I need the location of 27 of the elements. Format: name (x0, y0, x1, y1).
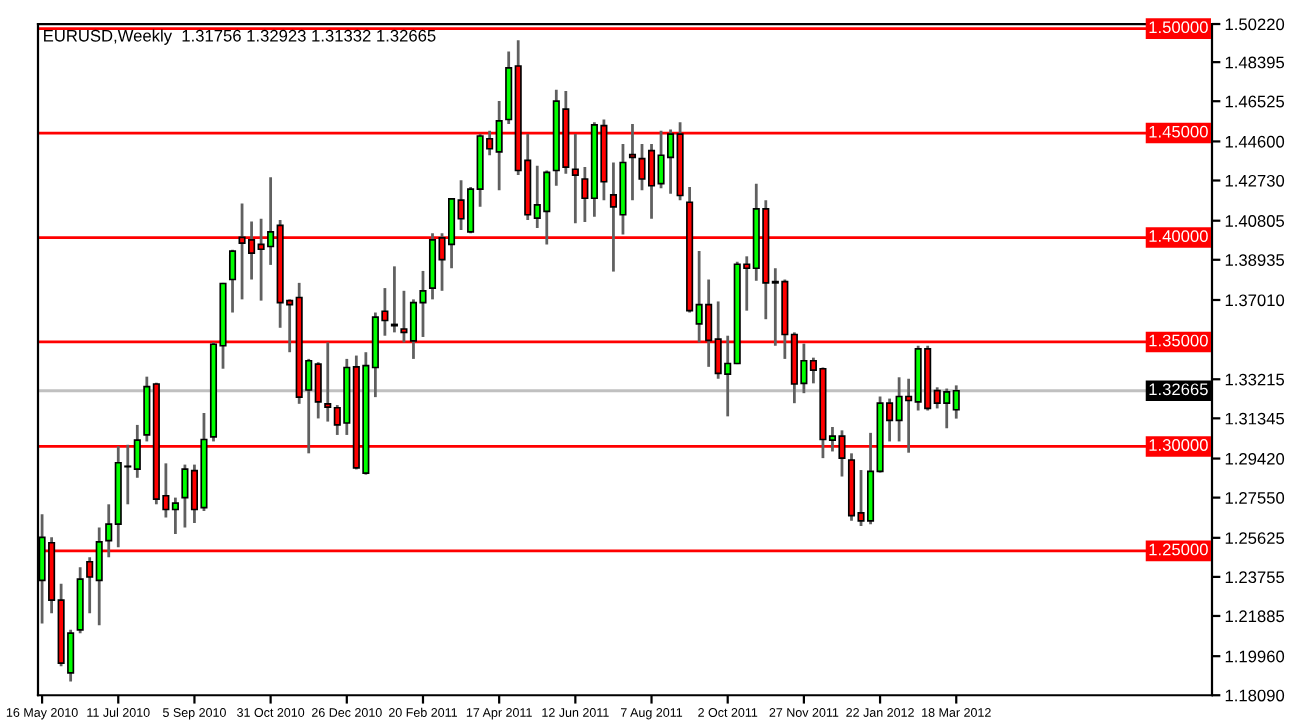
y-tick-label: 1.31345 (1225, 412, 1285, 425)
y-tick-label: 1.37010 (1225, 294, 1285, 307)
y-tick-label: 1.21885 (1225, 610, 1285, 623)
y-tick-label: 1.18090 (1225, 689, 1285, 702)
ref-line-label: 1.45000 (1149, 125, 1208, 138)
y-tick-label: 1.40805 (1225, 215, 1285, 227)
y-tick-label: 1.29420 (1225, 452, 1285, 465)
ref-line-label: 1.35000 (1149, 334, 1208, 347)
chart-title: EURUSD,Weekly 1.31756 1.32923 1.31332 1.32665 (44, 29, 436, 45)
ref-line-label: 1.30000 (1149, 439, 1208, 451)
y-tick-label: 1.23755 (1225, 571, 1285, 584)
ref-line-label: 1.50000 (1149, 21, 1208, 34)
y-tick-label: 1.25625 (1225, 532, 1285, 545)
y-tick-label: 1.46525 (1225, 95, 1285, 108)
y-tick-label: 1.33215 (1225, 373, 1285, 386)
ref-line-label: 1.32665 (1149, 383, 1208, 396)
y-tick-label: 1.50220 (1225, 18, 1285, 31)
y-tick-label: 1.42730 (1225, 174, 1285, 187)
y-tick-label: 1.19960 (1225, 650, 1285, 663)
y-tick-label: 1.44600 (1225, 135, 1285, 148)
y-tick-label: 1.27550 (1225, 492, 1285, 504)
candlestick (228, 248, 237, 314)
ref-line-label: 1.40000 (1149, 230, 1208, 242)
ref-line-label: 1.25000 (1149, 543, 1208, 556)
y-tick-label: 1.48395 (1225, 56, 1285, 69)
candlestick (390, 264, 398, 334)
y-tick-label: 1.38935 (1225, 254, 1285, 266)
